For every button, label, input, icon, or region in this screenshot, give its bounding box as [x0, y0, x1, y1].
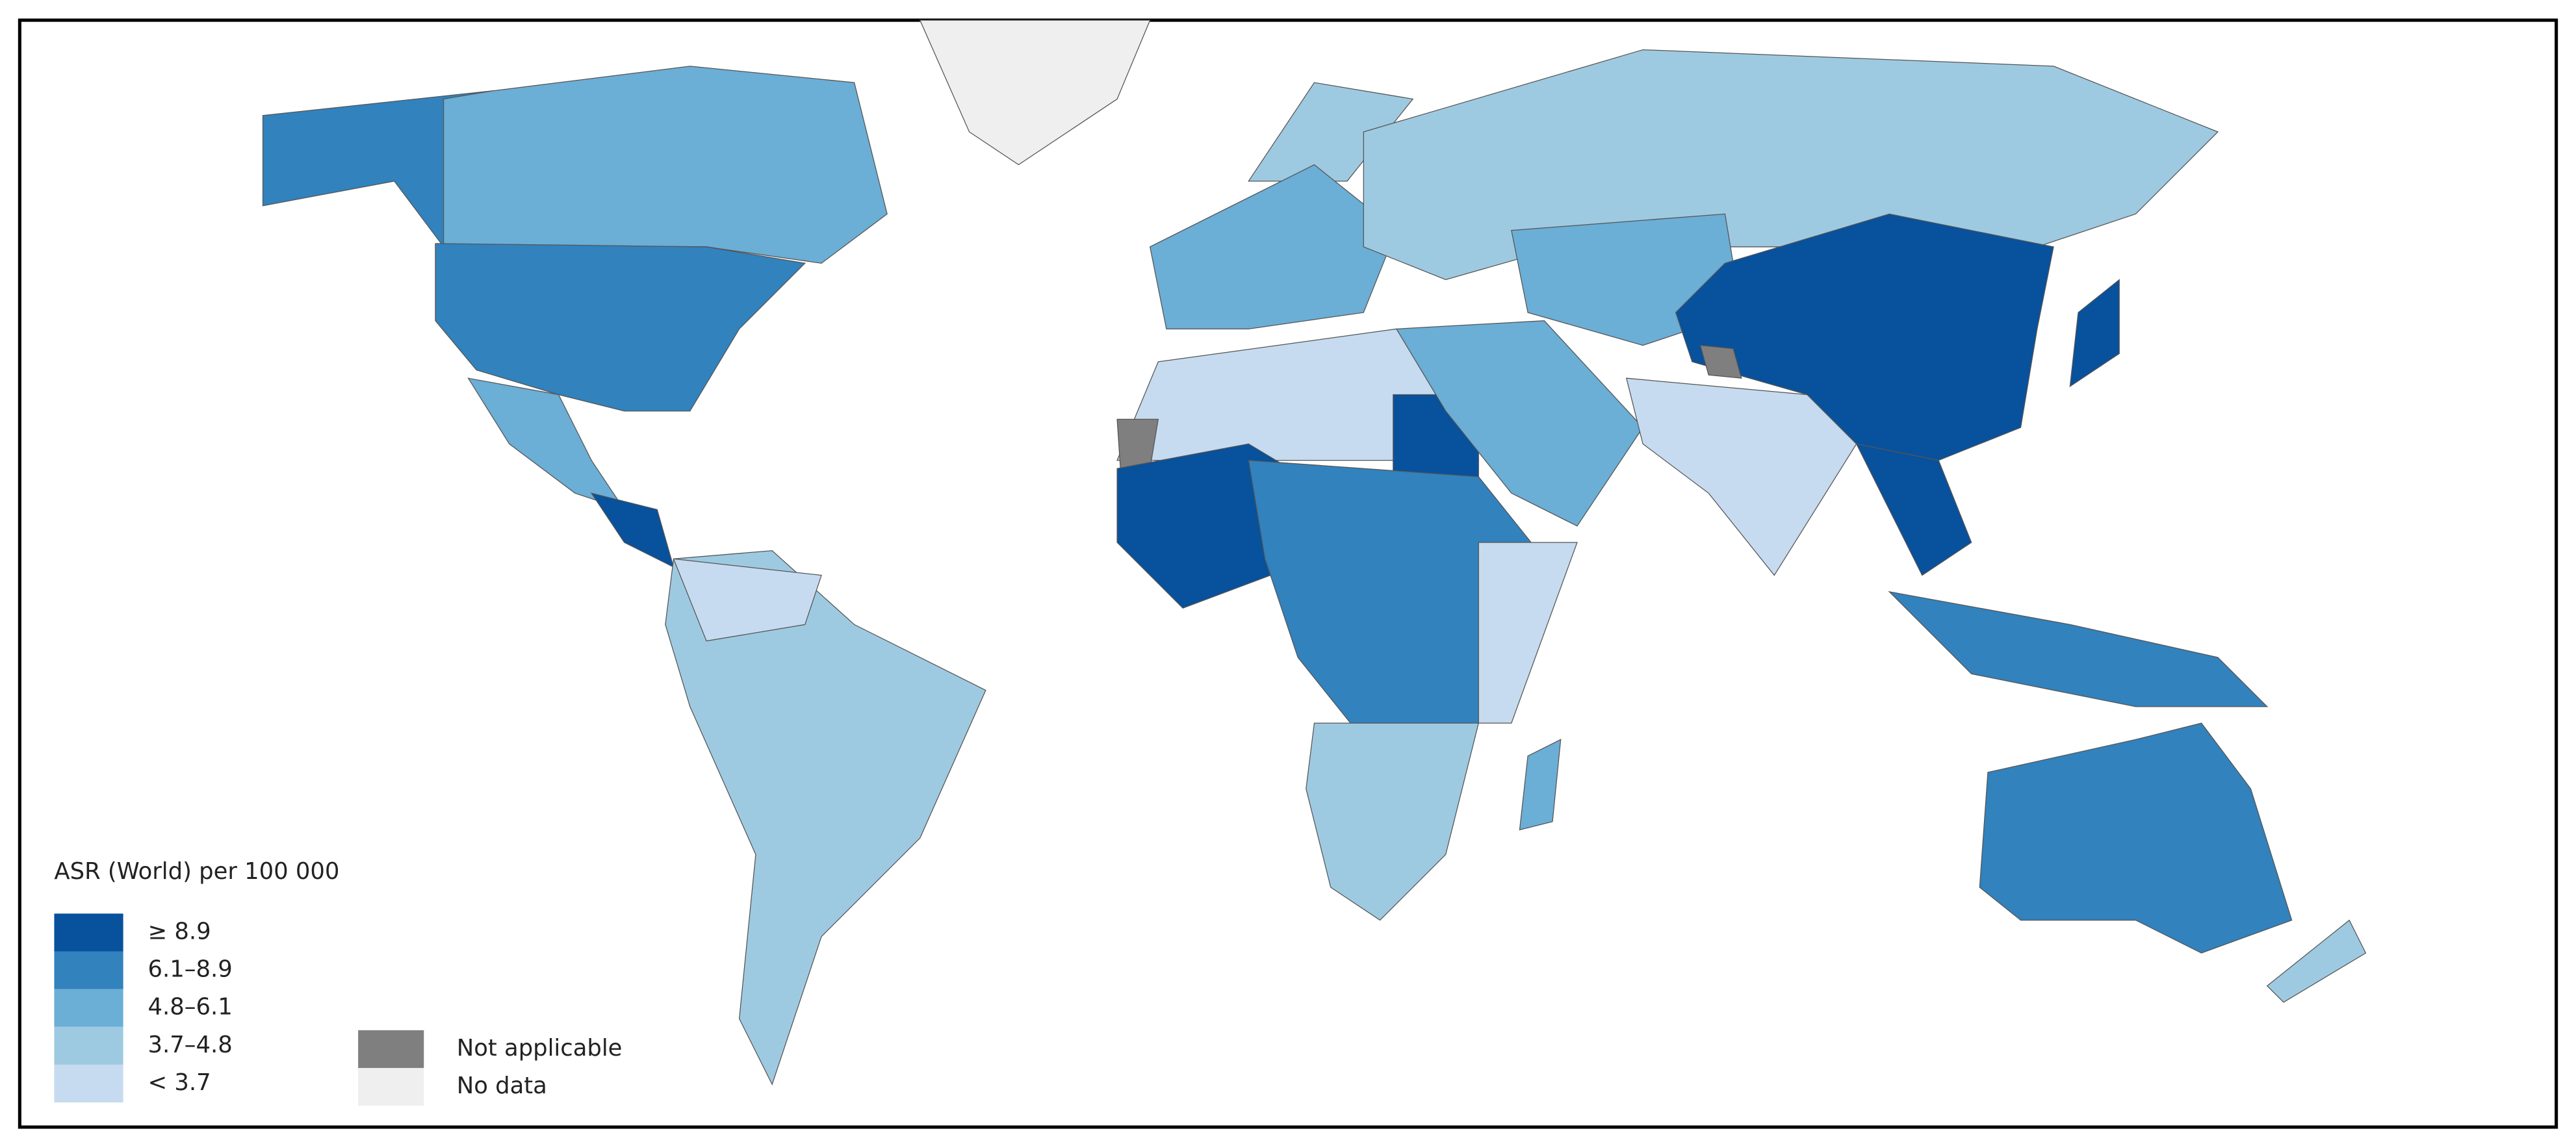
legend-swatch: [54, 951, 123, 989]
legend-title: ASR (World) per 100 000: [54, 858, 339, 885]
indonesia: [1888, 591, 2269, 707]
japan: [2069, 279, 2120, 388]
canada: [443, 66, 888, 264]
europe: [1149, 164, 1397, 329]
legend-swatch: [358, 1030, 424, 1068]
southeast-asia: [1855, 443, 1972, 576]
south-america: [665, 550, 986, 1086]
legend-label: No data: [457, 1073, 547, 1099]
legend: ≥ 8.9 6.1–8.9 4.8–6.1 3.7–4.8 < 3.7 Not appli…: [54, 913, 622, 1106]
legend-label: 6.1–8.9: [148, 956, 233, 983]
greenland: [919, 19, 1151, 166]
legend-label: 3.7–4.8: [148, 1032, 233, 1058]
northern-south-america: [673, 558, 822, 642]
southern-africa: [1306, 722, 1480, 921]
legend-label: ≥ 8.9: [148, 918, 211, 945]
legend-swatch: [54, 1064, 123, 1103]
east-africa: [1478, 542, 1578, 724]
new-zealand: [2266, 919, 2367, 1003]
madagascar: [1519, 739, 1562, 831]
legend-swatch: [54, 913, 123, 952]
legend-label: Not applicable: [457, 1035, 623, 1061]
australia: [1979, 722, 2293, 954]
usa: [435, 243, 806, 412]
alaska: [262, 90, 494, 248]
middle-east: [1395, 320, 1643, 527]
kashmir: [1699, 344, 1742, 379]
legend-label: < 3.7: [148, 1069, 211, 1096]
legend-swatch: [54, 1026, 123, 1065]
legend-swatch: [358, 1067, 424, 1106]
world-map: [262, 19, 2367, 1086]
legend-swatch: [54, 989, 123, 1027]
legend-label: 4.8–6.1: [148, 994, 233, 1021]
